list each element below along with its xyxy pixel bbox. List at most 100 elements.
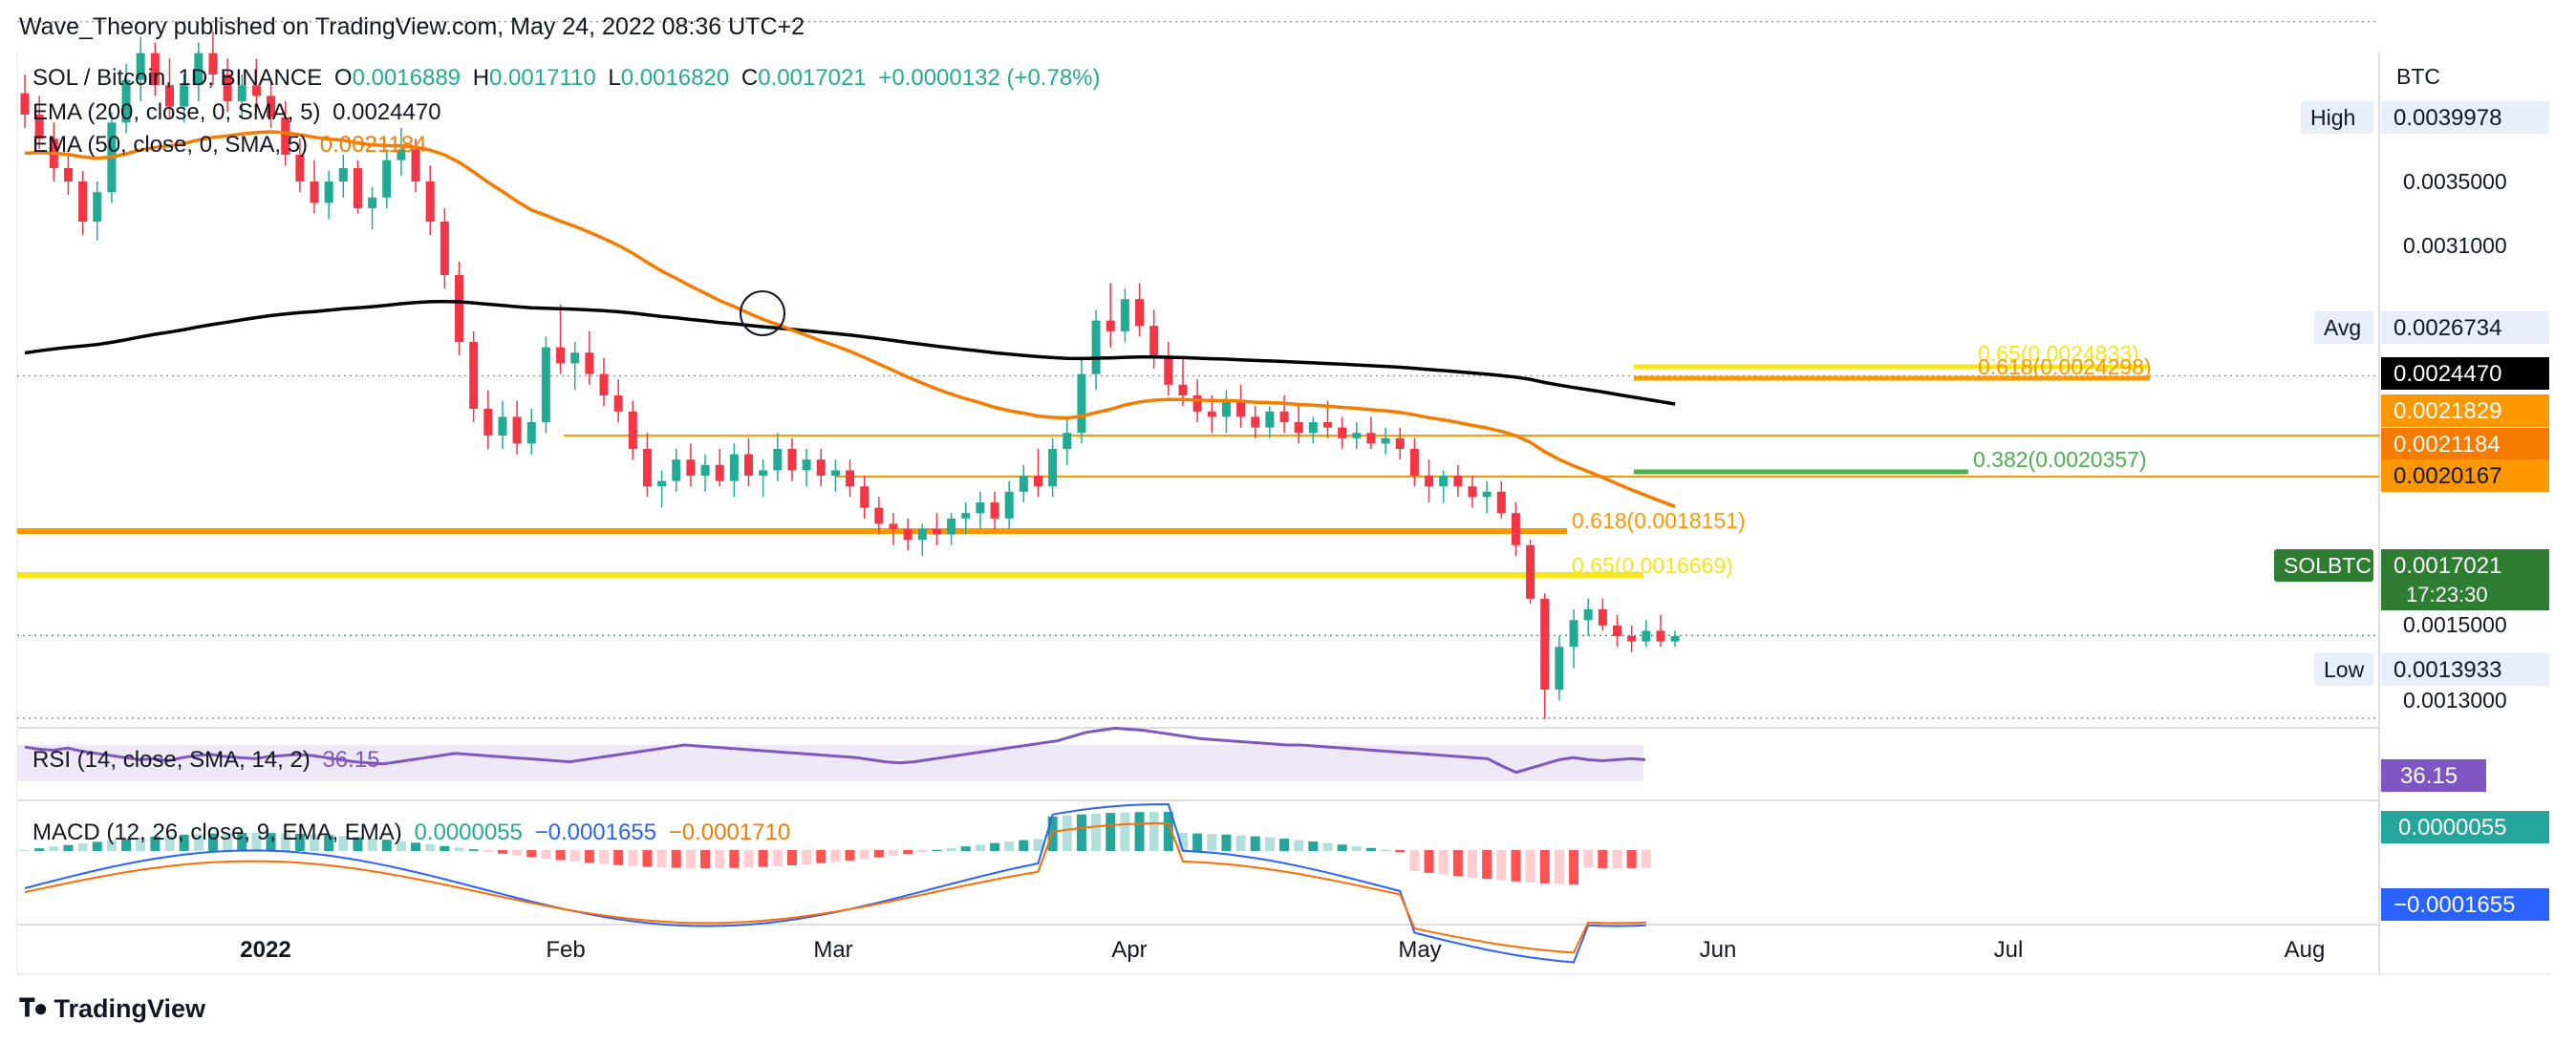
candle[interactable] [1164,342,1173,395]
candle[interactable] [932,513,941,545]
candle[interactable] [237,74,247,117]
rsi-legend[interactable]: RSI (14, close, SMA, 14, 2) 36.15 [32,747,386,774]
candle[interactable] [440,208,449,288]
candle[interactable] [1221,390,1231,434]
candle[interactable] [961,502,971,535]
candle[interactable] [20,74,30,128]
candle[interactable] [1656,614,1665,648]
candle[interactable] [990,491,999,529]
candle[interactable] [1540,593,1550,719]
candle[interactable] [773,433,783,481]
candle[interactable] [1496,480,1506,519]
candle[interactable] [556,304,566,374]
candle[interactable] [223,58,232,113]
candle[interactable] [1019,464,1028,502]
candle[interactable] [903,518,912,551]
candle[interactable] [1439,470,1449,502]
candle[interactable] [498,400,507,449]
candle[interactable] [1135,283,1145,337]
candle[interactable] [121,63,131,134]
candle[interactable] [1468,476,1477,508]
candle[interactable] [889,513,898,545]
candle[interactable] [1063,416,1072,465]
candle[interactable] [672,449,681,492]
candle[interactable] [1526,540,1535,605]
candle[interactable] [1279,395,1289,434]
candle[interactable] [1425,459,1434,502]
candle[interactable] [267,79,276,128]
candle[interactable] [1106,283,1115,348]
candle[interactable] [1077,357,1086,444]
price-label[interactable]: Low 0.0013933 [2314,653,2549,686]
candle[interactable] [136,36,145,101]
candle[interactable] [1034,449,1042,498]
symbol-name[interactable]: SOL / Bitcoin, 1D, BINANCE [32,65,323,91]
candle[interactable] [1265,406,1275,438]
ema50-line[interactable] [24,130,1676,508]
candle[interactable] [570,342,580,391]
candle[interactable] [34,96,44,150]
candle[interactable] [1627,625,1637,652]
price-label[interactable]: 0.0021829 [2381,394,2549,427]
candle[interactable] [642,433,652,498]
candle[interactable] [251,58,261,113]
candle[interactable] [1583,598,1593,636]
candle[interactable] [1381,427,1390,455]
candle[interactable] [830,459,840,492]
candle[interactable] [368,186,377,230]
price-label[interactable]: High 0.0039978 [2301,101,2549,134]
candle[interactable] [541,336,550,434]
candle[interactable] [469,330,479,422]
candle[interactable] [976,491,985,529]
candle[interactable] [846,459,855,498]
candle[interactable] [1555,636,1564,701]
candle[interactable] [816,449,826,487]
candle[interactable] [860,476,869,519]
candle[interactable] [483,390,493,449]
price-label[interactable]: 0.0024470 [2381,357,2549,390]
candle[interactable] [613,379,623,422]
candle[interactable] [78,170,88,235]
candle[interactable] [759,459,768,498]
candle[interactable] [585,330,594,385]
candle[interactable] [165,58,174,117]
candle[interactable] [787,437,797,481]
candle[interactable] [628,400,637,460]
price-label[interactable]: SOLBTC 0.0017021 17:23:30 [2274,549,2549,610]
candle[interactable] [208,32,218,86]
candle[interactable] [338,155,348,198]
candle[interactable] [1409,437,1419,487]
candle[interactable] [63,155,73,195]
candle[interactable] [194,42,204,101]
candle[interactable] [802,449,811,487]
candle[interactable] [1569,609,1578,669]
candle[interactable] [295,138,305,193]
candle[interactable] [150,42,160,96]
candle[interactable] [1453,464,1463,498]
ema50-legend[interactable]: EMA (50, close, 0, SMA, 5) 0.0021184 [32,132,432,159]
candle[interactable] [353,160,362,214]
candle[interactable] [657,470,667,508]
candle[interactable] [1613,614,1621,648]
candle[interactable] [180,74,189,123]
ema200-legend[interactable]: EMA (200, close, 0, SMA, 5) 0.0024470 [32,99,447,126]
macd-legend[interactable]: MACD (12, 26, close, 9, EMA, EMA) 0.0000… [32,820,796,846]
candle[interactable] [1642,620,1651,648]
rsi-line[interactable] [24,726,1646,775]
candle[interactable] [324,170,333,220]
candle[interactable] [1395,427,1405,460]
candle[interactable] [526,409,536,455]
price-label[interactable]: 0.0020167 [2381,459,2549,492]
candle[interactable] [700,454,710,492]
price-label[interactable]: Avg 0.0026734 [2314,311,2549,344]
candle[interactable] [1670,630,1680,648]
candle[interactable] [1598,598,1607,631]
candle[interactable] [1091,309,1101,391]
signal-line[interactable] [24,822,1646,954]
candle[interactable] [1511,502,1520,556]
candle[interactable] [917,523,927,556]
candle[interactable] [1236,384,1246,428]
candle[interactable] [1004,480,1014,529]
candle[interactable] [425,165,435,235]
